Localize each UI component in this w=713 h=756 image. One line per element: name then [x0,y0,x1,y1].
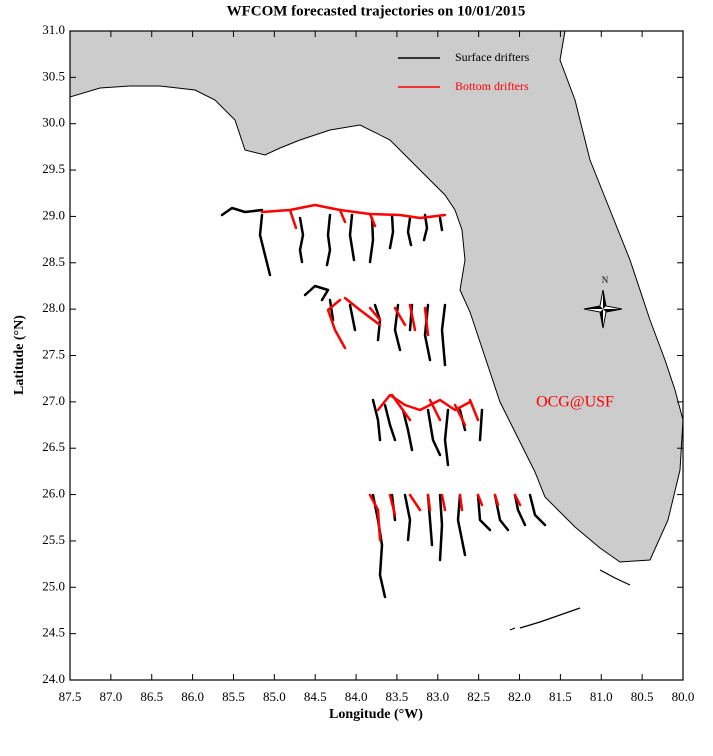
x-tick-label: 83.5 [386,689,409,704]
trajectories [220,203,547,599]
x-tick-label: 81.5 [549,689,572,704]
y-tick-label: 31.0 [42,22,65,37]
y-tick-label: 30.0 [42,115,65,130]
x-tick-label: 87.0 [99,689,122,704]
legend-label: Bottom drifters [455,79,529,93]
x-tick-label: 86.5 [140,689,163,704]
compass [583,289,623,329]
land [69,30,684,563]
keys [509,569,631,631]
x-tick-label: 84.0 [345,689,368,704]
y-tick-label: 29.0 [42,207,65,222]
x-tick-label: 80.0 [672,689,695,704]
y-tick-label: 25.5 [42,532,65,547]
chart-title: WFCOM forecasted trajectories on 10/01/2… [227,3,526,19]
y-tick-label: 24.5 [42,625,65,640]
annotation: OCG@USF [536,394,614,411]
x-tick-label: 85.0 [263,689,286,704]
y-axis-label: Latitude (°N) [12,315,27,395]
x-tick-label: 81.0 [590,689,613,704]
x-tick-label: 86.0 [181,689,204,704]
x-axis-label: Longitude (°W) [329,707,423,722]
y-tick-label: 27.5 [42,346,65,361]
x-tick-label: 82.0 [508,689,531,704]
x-tick-label: 83.0 [426,689,449,704]
legend-label: Surface drifters [455,50,530,64]
y-tick-label: 27.0 [42,393,65,408]
x-tick-label: 87.5 [59,689,82,704]
y-tick-label: 28.0 [42,300,65,315]
y-tick-label: 26.0 [42,486,65,501]
y-tick-label: 26.5 [42,439,65,454]
compass-label: N [602,275,609,285]
x-tick-label: 85.5 [222,689,245,704]
x-tick-label: 82.5 [467,689,490,704]
y-tick-label: 30.5 [42,68,65,83]
x-tick-label: 80.5 [631,689,654,704]
y-tick-label: 25.0 [42,578,65,593]
bottom-trajectories [260,203,522,542]
y-tick-label: 28.5 [42,254,65,269]
y-tick-label: 24.0 [42,671,65,686]
x-tick-label: 84.5 [304,689,327,704]
y-tick-label: 29.5 [42,161,65,176]
